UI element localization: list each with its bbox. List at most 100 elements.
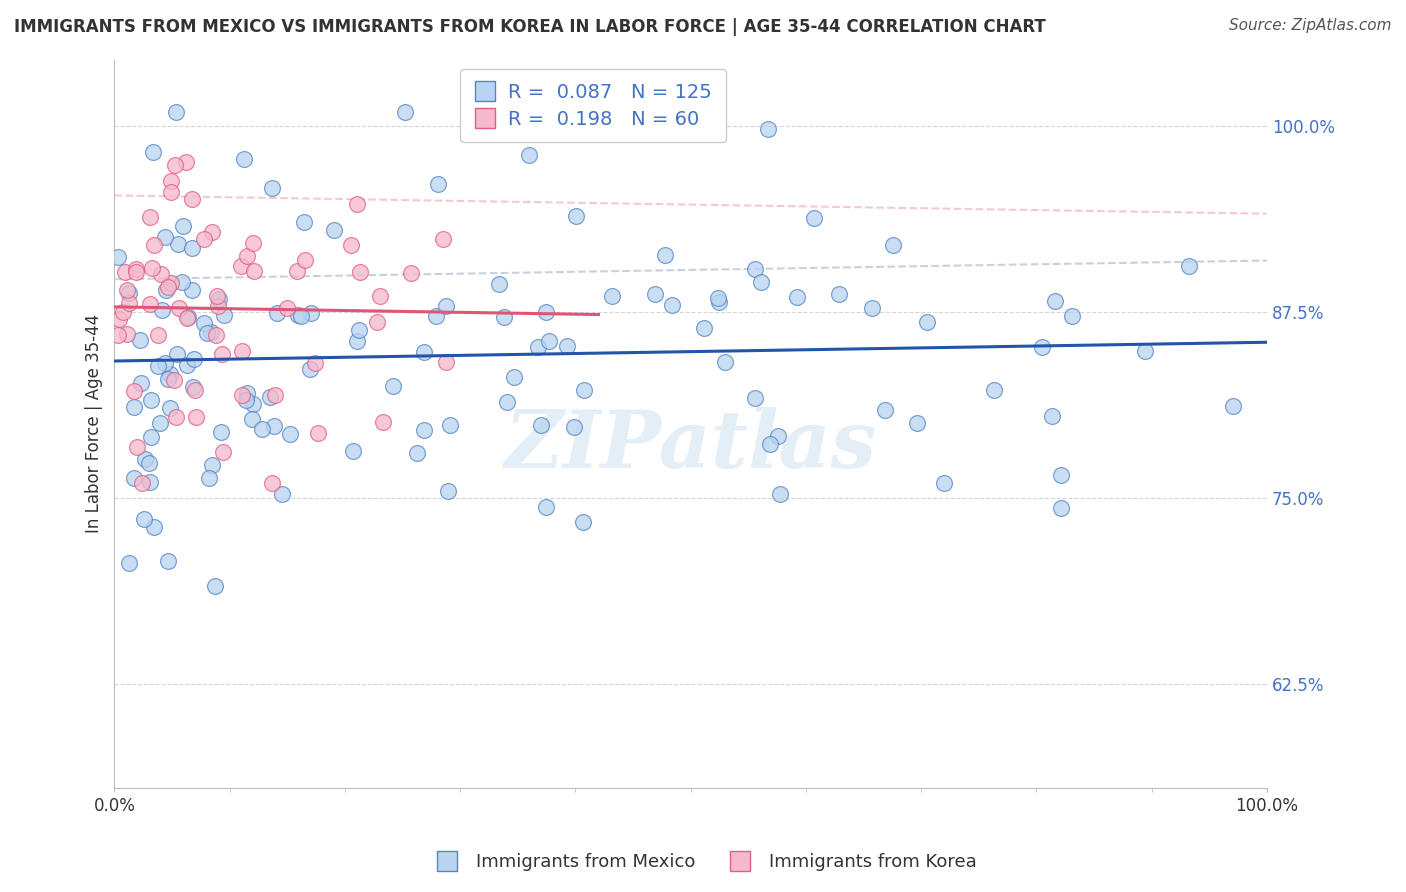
Point	[117, 556, 139, 570]
Point	[751, 275, 773, 289]
Point	[141, 430, 163, 444]
Point	[207, 292, 229, 306]
Point	[714, 355, 737, 369]
Point	[115, 327, 138, 342]
Point	[759, 437, 782, 451]
Point	[198, 471, 221, 485]
Point	[195, 326, 218, 340]
Point	[1031, 340, 1053, 354]
Point	[231, 388, 253, 402]
Point	[526, 340, 548, 354]
Text: ZIPatlas: ZIPatlas	[505, 407, 877, 484]
Point	[184, 409, 207, 424]
Point	[141, 261, 163, 276]
Point	[434, 299, 457, 313]
Point	[412, 423, 434, 437]
Point	[828, 287, 851, 301]
Point	[180, 192, 202, 206]
Point	[201, 225, 224, 239]
Point	[263, 387, 285, 401]
Point	[693, 321, 716, 335]
Point	[183, 352, 205, 367]
Point	[276, 301, 298, 315]
Point	[138, 456, 160, 470]
Point	[436, 483, 458, 498]
Point	[287, 308, 309, 322]
Point	[204, 579, 226, 593]
Point	[426, 177, 449, 191]
Point	[242, 236, 264, 251]
Point	[129, 333, 152, 347]
Point	[176, 310, 198, 325]
Point	[707, 295, 730, 310]
Point	[562, 420, 585, 434]
Point	[114, 265, 136, 279]
Point	[156, 280, 179, 294]
Point	[1040, 409, 1063, 423]
Point	[304, 356, 326, 370]
Point	[292, 215, 315, 229]
Point	[371, 416, 394, 430]
Point	[242, 412, 264, 426]
Point	[176, 358, 198, 372]
Point	[366, 315, 388, 329]
Point	[129, 376, 152, 390]
Point	[803, 211, 825, 225]
Point	[122, 384, 145, 398]
Point	[917, 315, 939, 329]
Point	[159, 401, 181, 415]
Point	[1049, 501, 1071, 516]
Point	[163, 373, 186, 387]
Point	[207, 299, 229, 313]
Point	[259, 390, 281, 404]
Point	[340, 238, 363, 252]
Point	[530, 417, 553, 432]
Point	[347, 323, 370, 337]
Point	[905, 416, 928, 430]
Point	[155, 283, 177, 297]
Point	[205, 328, 228, 343]
Point	[349, 265, 371, 279]
Point	[263, 419, 285, 434]
Point	[519, 147, 541, 161]
Point	[768, 429, 790, 443]
Point	[323, 223, 346, 237]
Point	[159, 367, 181, 381]
Point	[155, 356, 177, 370]
Point	[496, 395, 519, 409]
Point	[155, 229, 177, 244]
Point	[342, 443, 364, 458]
Point	[1222, 400, 1244, 414]
Point	[235, 250, 257, 264]
Legend: Immigrants from Mexico, Immigrants from Korea: Immigrants from Mexico, Immigrants from …	[422, 847, 984, 879]
Point	[983, 383, 1005, 397]
Point	[118, 296, 141, 310]
Point	[212, 308, 235, 322]
Point	[181, 241, 204, 255]
Point	[231, 259, 253, 273]
Point	[294, 253, 316, 268]
Point	[160, 174, 183, 188]
Point	[167, 236, 190, 251]
Point	[142, 145, 165, 159]
Point	[1045, 294, 1067, 309]
Point	[167, 301, 190, 315]
Point	[139, 210, 162, 224]
Point	[555, 339, 578, 353]
Point	[141, 392, 163, 407]
Point	[571, 515, 593, 529]
Point	[242, 264, 264, 278]
Point	[432, 232, 454, 246]
Point	[211, 347, 233, 361]
Point	[413, 345, 436, 359]
Point	[661, 298, 683, 312]
Point	[744, 262, 766, 277]
Point	[299, 305, 322, 319]
Point	[235, 392, 257, 407]
Point	[1133, 343, 1156, 358]
Point	[538, 334, 561, 348]
Point	[200, 326, 222, 340]
Point	[260, 180, 283, 194]
Point	[163, 158, 186, 172]
Point	[181, 379, 204, 393]
